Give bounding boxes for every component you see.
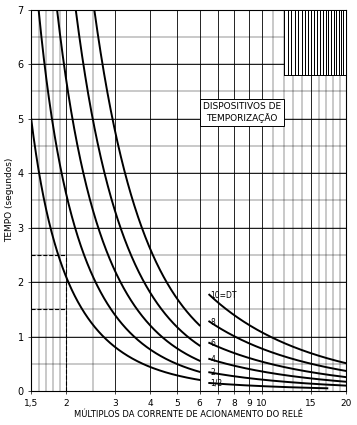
Text: 10=DT: 10=DT [210, 291, 237, 300]
Bar [284, 9, 346, 75]
Text: 6: 6 [210, 339, 215, 348]
Text: 8: 8 [210, 317, 215, 326]
Text: 1/2: 1/2 [210, 379, 222, 388]
Text: 4: 4 [210, 355, 215, 364]
Text: DISPOSITIVOS DE
TEMPORIZAÇÃO: DISPOSITIVOS DE TEMPORIZAÇÃO [203, 102, 281, 123]
X-axis label: MÚLTIPLOS DA CORRENTE DE ACIONAMENTO DO RELÉ: MÚLTIPLOS DA CORRENTE DE ACIONAMENTO DO … [74, 411, 303, 419]
Text: 2: 2 [210, 368, 215, 377]
Y-axis label: TEMPO (segundos): TEMPO (segundos) [6, 158, 15, 243]
